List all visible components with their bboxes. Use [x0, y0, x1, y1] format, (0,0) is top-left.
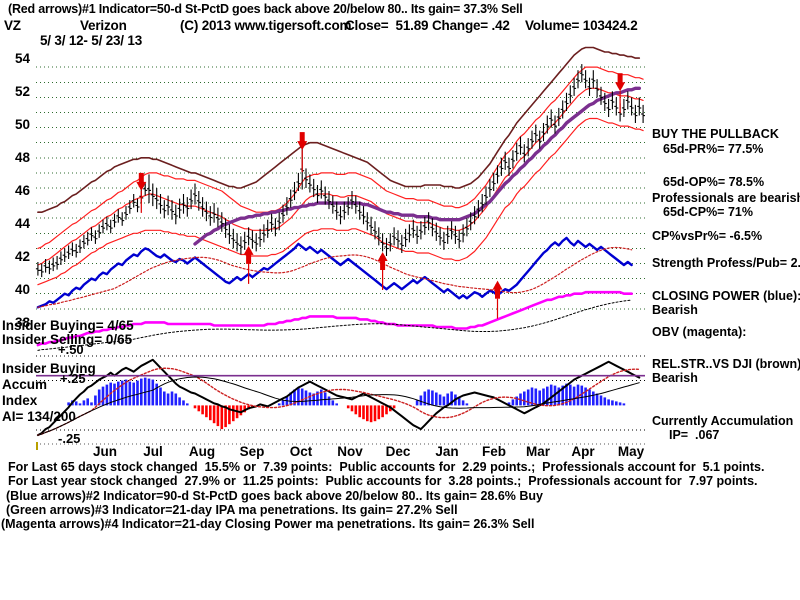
ai-title-line-1: Insider Buying	[2, 361, 96, 376]
x-axis-month-label: Dec	[385, 444, 411, 459]
date-range: 5/ 3/ 12- 5/ 23/ 13	[40, 33, 143, 48]
obv-title: OBV (magenta):	[652, 325, 747, 339]
ai-title-line-2: Accum	[2, 377, 48, 392]
accumulation-status: Currently Accumulation	[652, 414, 794, 428]
x-axis-month-label: Jul	[143, 444, 163, 459]
close-price: Close= 51.89	[345, 18, 429, 33]
y-axis-label: 48	[14, 150, 30, 165]
pr-percent: 65d-PR%= 77.5%	[663, 142, 764, 156]
footer-indicator-3: (Green arrows)#3 Indicator=21-day IPA ma…	[6, 503, 458, 517]
ai-value: AI= 134/200	[2, 409, 76, 424]
chart-plot-area	[0, 44, 645, 450]
right-info-panel: BUY THE PULLBACK 65d-PR%= 77.5% 65d-OP%=…	[649, 0, 800, 450]
y-axis-label: 40	[14, 282, 30, 297]
x-axis-month-label: Apr	[571, 444, 595, 459]
chart-svg	[35, 46, 645, 450]
company-name: Verizon	[80, 18, 127, 33]
cp-percent: 65d-CP%= 71%	[663, 205, 753, 219]
y-axis-label: 52	[14, 84, 30, 99]
professionals-bearish-note: Professionals are bearish	[652, 191, 800, 205]
op-percent: 65d-OP%= 78.5%	[663, 175, 765, 189]
scale-label-plus-quarter: +.25	[60, 371, 86, 386]
closing-power-title: CLOSING POWER (blue):	[652, 289, 800, 303]
scale-label-minus-quarter: -.25	[58, 431, 81, 446]
y-axis-label: 42	[14, 249, 30, 264]
x-axis-month-label: Jan	[435, 444, 459, 459]
insider-selling-count: Insider Selling= 0/65	[2, 332, 133, 347]
ticker-symbol: VZ	[4, 18, 21, 33]
y-axis-label: 46	[14, 183, 30, 198]
rel-strength-title: REL.STR..VS DJI (brown)	[652, 357, 800, 371]
x-axis-month-label: Feb	[481, 444, 506, 459]
ai-title-line-3: Index	[2, 393, 38, 408]
x-axis-month-label: Sep	[239, 444, 265, 459]
volume-value: Volume= 103424.2	[525, 18, 638, 33]
x-axis-month-label: Jun	[92, 444, 117, 459]
strength-prof-pub: Strength Profess/Pub= 2.2	[652, 256, 800, 270]
price-change: Change= .42	[432, 18, 510, 33]
footer-indicator-4: (Magenta arrows)#4 Indicator=21-day Clos…	[1, 517, 535, 531]
y-axis-label: 50	[14, 117, 30, 132]
y-axis-label: 44	[14, 216, 30, 231]
copyright-notice: (C) 2013 www.tigersoft.com	[180, 18, 352, 33]
x-axis-month-label: May	[617, 444, 645, 459]
x-axis-month-label: Oct	[289, 444, 313, 459]
scale-label-plus-half: +.50	[58, 342, 84, 357]
y-axis-label: 38	[14, 315, 30, 330]
cp-vs-pr: CP%vsPr%= -6.5%	[652, 229, 763, 243]
x-axis-month-label: Mar	[525, 444, 550, 459]
footer-year-stats: For Last year stock changed 27.9% or 11.…	[8, 474, 758, 488]
footer-65day-stats: For Last 65 days stock changed 15.5% or …	[8, 460, 765, 474]
buy-pullback-headline: BUY THE PULLBACK	[652, 127, 779, 141]
footer-indicator-2: (Blue arrows)#2 Indicator=90-d St-PctD g…	[6, 489, 543, 503]
insider-buying-count: Insider Buying= 4/65	[2, 318, 134, 333]
rel-strength-value: Bearish	[652, 371, 698, 385]
x-axis-month-label: Nov	[337, 444, 363, 459]
accumulation-ip-value: IP= .067	[669, 428, 720, 442]
y-axis-label: 54	[14, 51, 30, 66]
closing-power-value: Bearish	[652, 303, 698, 317]
indicator-1-headline: (Red arrows)#1 Indicator=50-d St-PctD go…	[8, 2, 523, 16]
x-axis-month-label: Aug	[188, 444, 216, 459]
